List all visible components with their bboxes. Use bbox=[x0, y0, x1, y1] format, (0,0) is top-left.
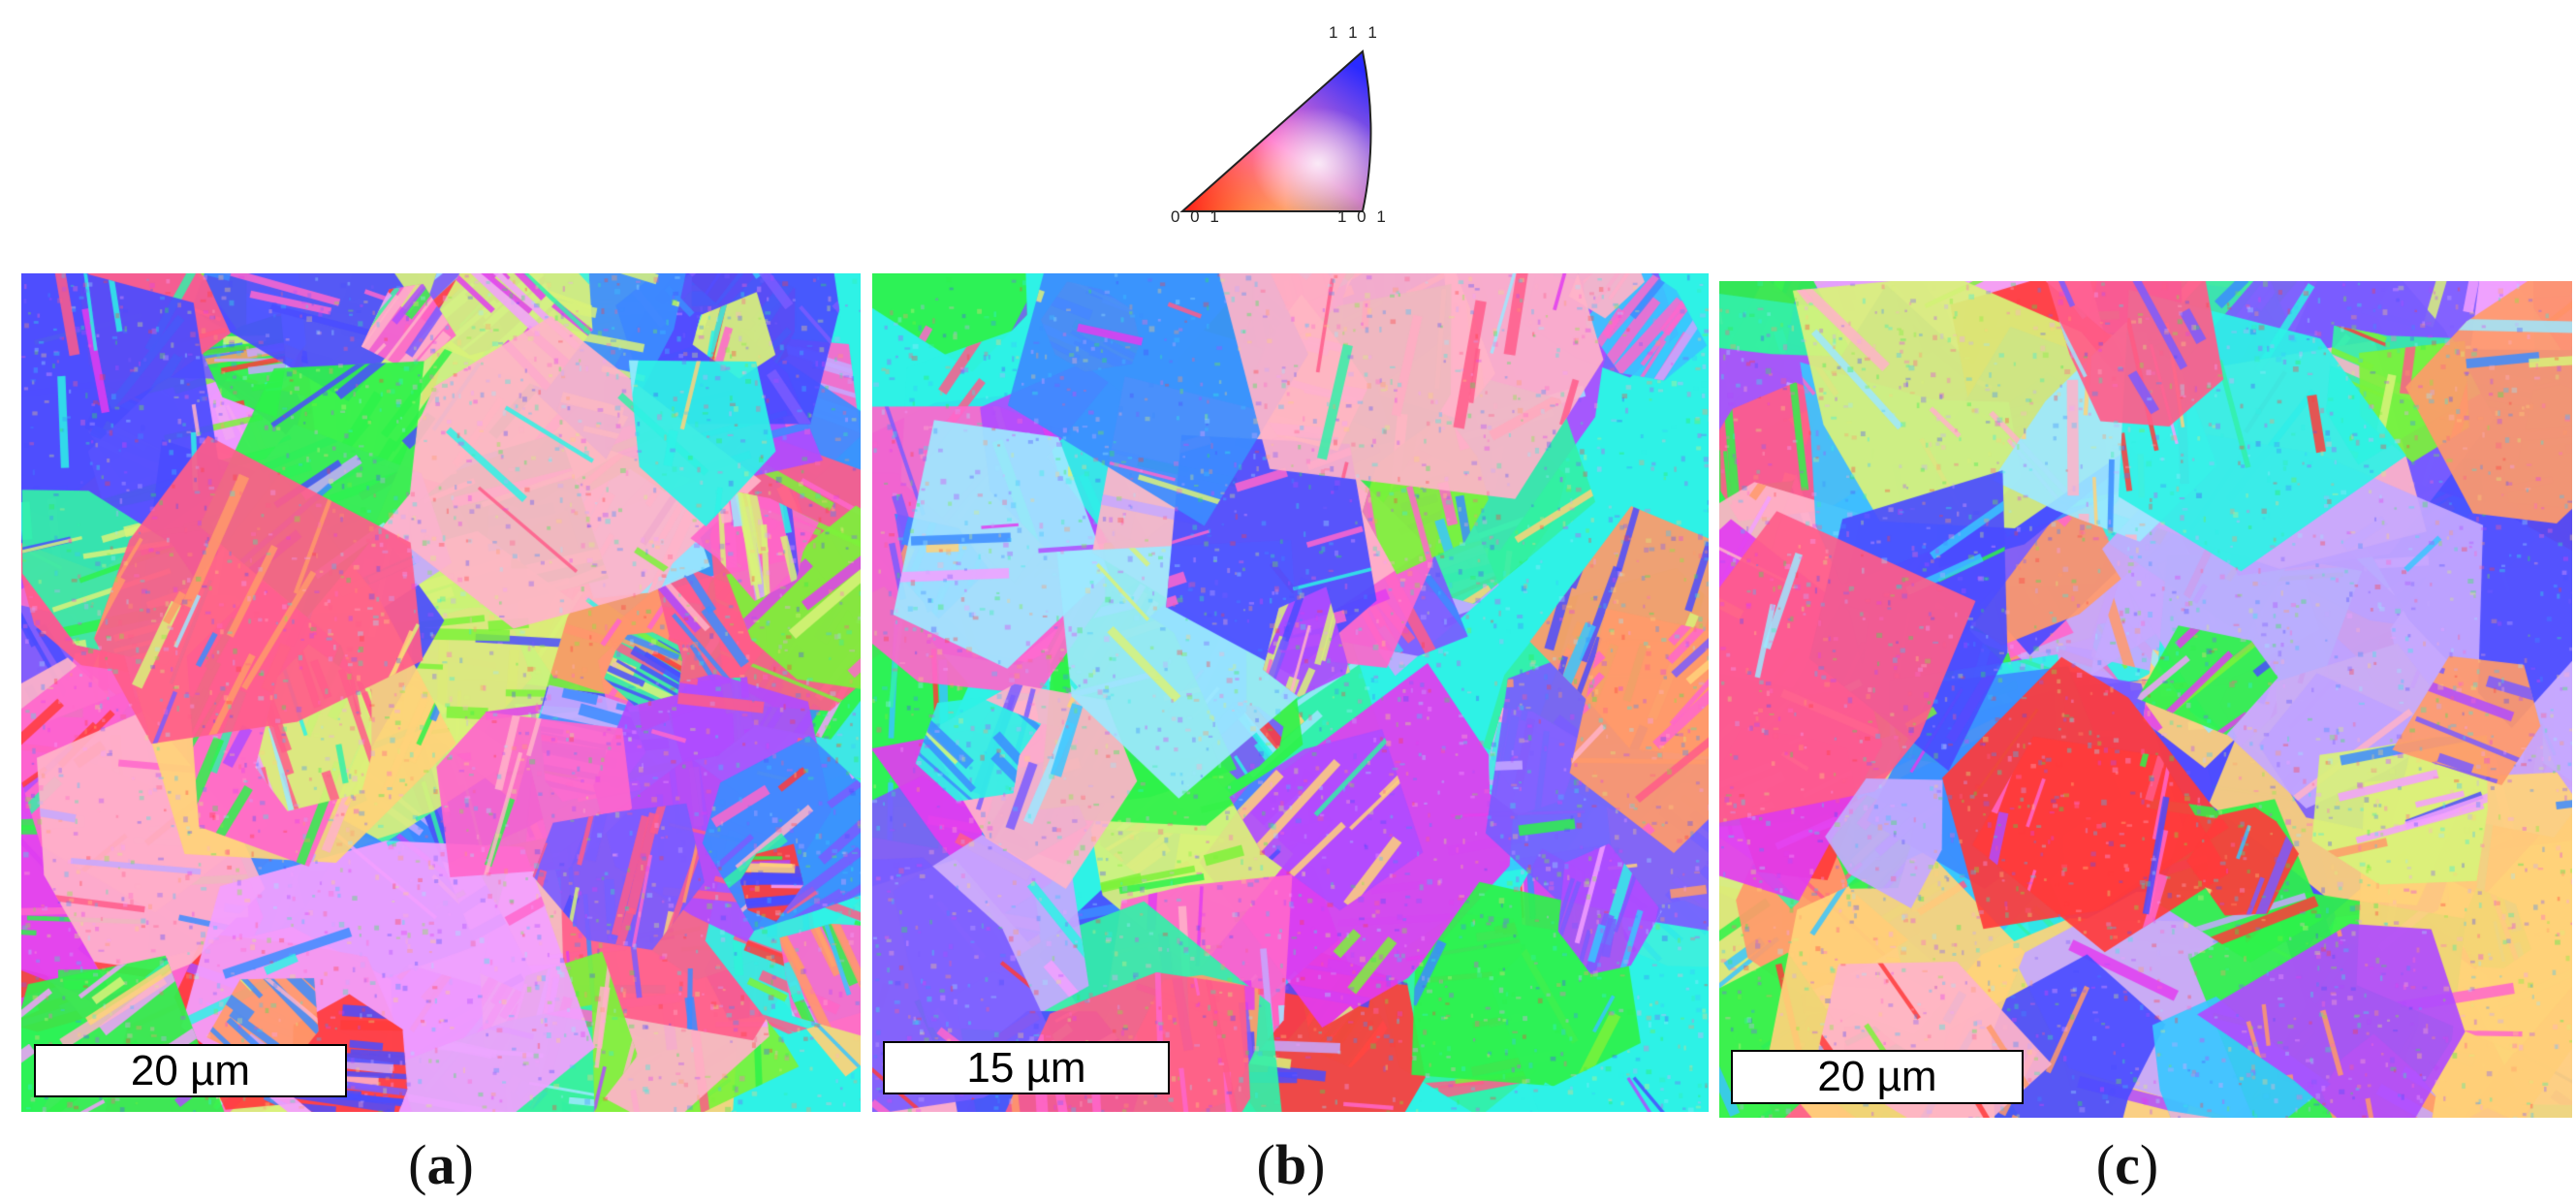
caption-letter-b: b bbox=[1274, 1133, 1307, 1196]
ebsd-map-a: 20 µm bbox=[21, 273, 861, 1112]
ebsd-map-b: 15 µm bbox=[872, 273, 1709, 1112]
legend-label-111: 1 1 1 bbox=[1329, 23, 1380, 42]
scale-bar-b: 15 µm bbox=[883, 1041, 1170, 1094]
caption-a: (a) bbox=[408, 1133, 474, 1196]
ebsd-map-c: 20 µm bbox=[1719, 281, 2572, 1118]
caption-b: (b) bbox=[1256, 1133, 1326, 1196]
caption-c: (c) bbox=[2095, 1133, 2159, 1196]
ebsd-map-image-c bbox=[1719, 281, 2572, 1118]
ebsd-map-image-a bbox=[21, 273, 861, 1112]
ipf-color-key-legend: 1 1 1 0 0 1 1 0 1 bbox=[1171, 17, 1394, 227]
scale-bar-c: 20 µm bbox=[1731, 1050, 2024, 1104]
legend-label-001: 0 0 1 bbox=[1171, 207, 1222, 226]
ipf-color-triangle bbox=[1179, 49, 1372, 212]
ebsd-map-image-b bbox=[872, 273, 1709, 1112]
legend-label-101: 1 0 1 bbox=[1337, 207, 1389, 226]
caption-letter-c: c bbox=[2115, 1133, 2140, 1196]
caption-letter-a: a bbox=[426, 1133, 456, 1196]
scale-bar-a: 20 µm bbox=[34, 1044, 347, 1097]
